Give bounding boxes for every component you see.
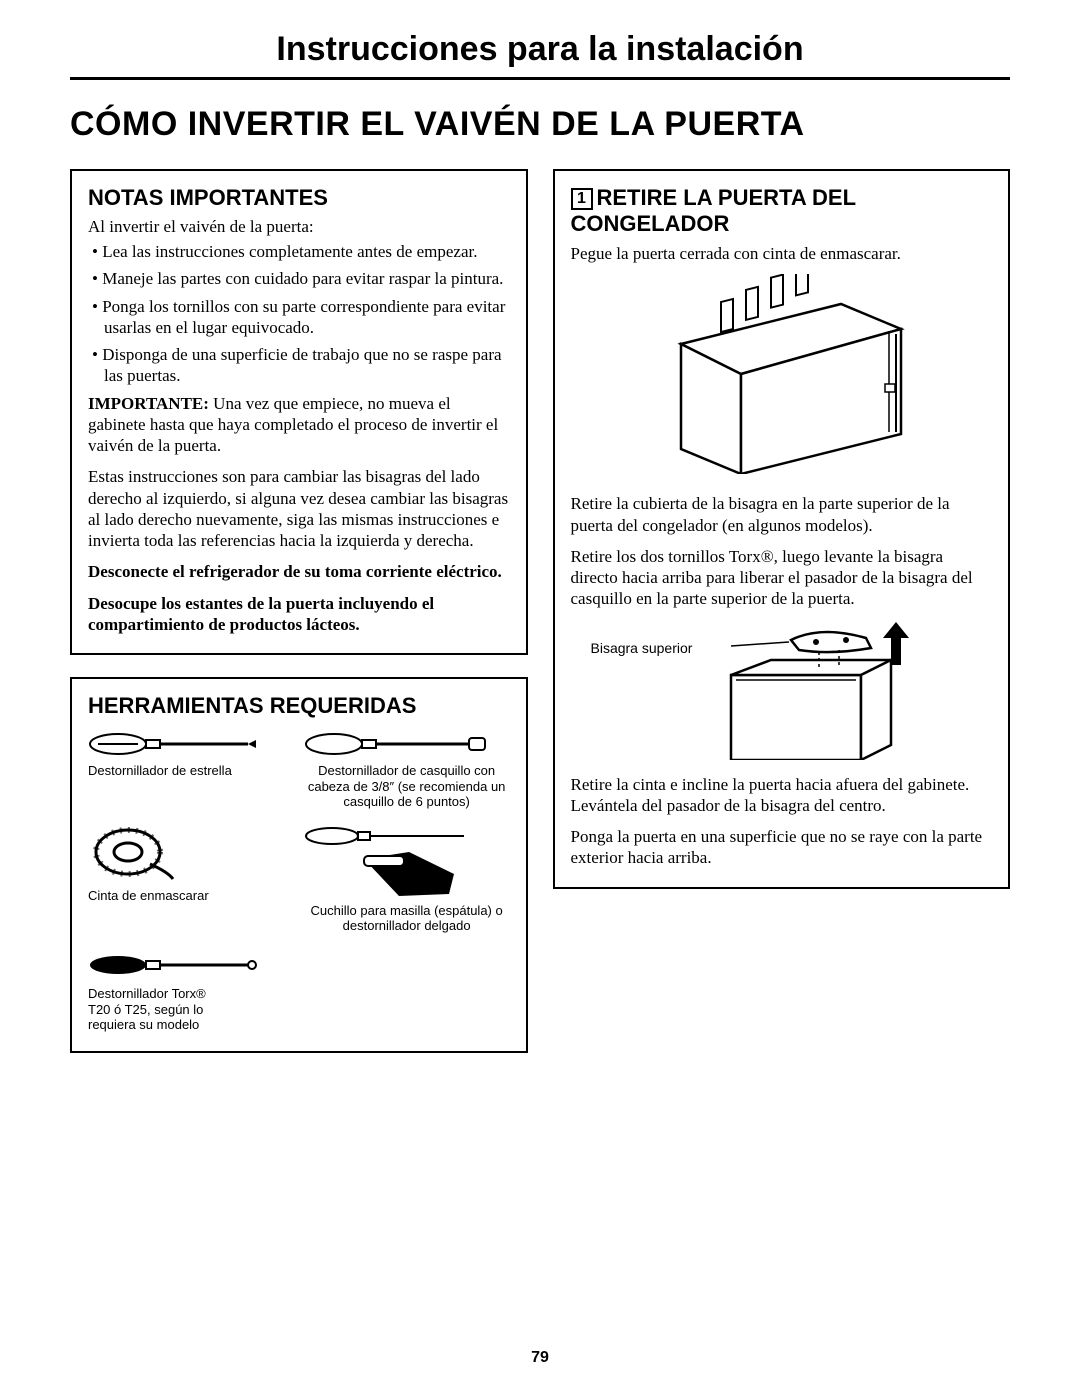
tools-title: HERRAMIENTAS REQUERIDAS — [88, 693, 510, 719]
step-number: 1 — [571, 188, 593, 210]
right-column: 1RETIRE LA PUERTA DEL CONGELADOR Pegue l… — [553, 169, 1011, 1075]
tool-socket: Destornillador de casquillo con cabeza d… — [304, 729, 510, 810]
bullet-item: Maneje las partes con cuidado para evita… — [88, 268, 510, 289]
tool-putty: Cuchillo para masilla (espátula) o desto… — [304, 824, 510, 934]
bullet-item: Ponga los tornillos con su parte corresp… — [88, 296, 510, 339]
main-title: CÓMO INVERTIR EL VAIVÉN DE LA PUERTA — [70, 105, 1010, 144]
bullet-item: Disponga de una superficie de trabajo qu… — [88, 344, 510, 387]
step1-title-text: RETIRE LA PUERTA DEL CONGELADOR — [571, 185, 856, 236]
left-column: NOTAS IMPORTANTES Al invertir el vaivén … — [70, 169, 528, 1075]
tool-label: Cuchillo para masilla (espátula) o desto… — [304, 903, 510, 934]
notes-box: NOTAS IMPORTANTES Al invertir el vaivén … — [70, 169, 528, 655]
bullet-item: Lea las instrucciones completamente ante… — [88, 241, 510, 262]
masking-tape-icon — [88, 824, 178, 884]
hinge-label: Bisagra superior — [591, 640, 693, 656]
step1-box: 1RETIRE LA PUERTA DEL CONGELADOR Pegue l… — [553, 169, 1011, 889]
phillips-screwdriver-icon — [88, 729, 258, 759]
important-label: IMPORTANTE: — [88, 394, 209, 413]
top-hinge-icon — [671, 620, 931, 760]
notes-bullets: Lea las instrucciones completamente ante… — [88, 241, 510, 387]
notes-title: NOTAS IMPORTANTES — [88, 185, 510, 211]
putty-knife-icon — [304, 824, 484, 899]
tool-label: Cinta de enmascarar — [88, 888, 294, 904]
important-para: IMPORTANTE: Una vez que empiece, no muev… — [88, 393, 510, 457]
tool-torx: Destornillador Torx® T20 ó T25, según lo… — [88, 948, 294, 1033]
cabinet-top-icon — [641, 274, 921, 474]
tool-phillips: Destornillador de estrella — [88, 729, 294, 810]
cabinet-figure — [571, 274, 993, 479]
tool-tape: Cinta de enmascarar — [88, 824, 294, 934]
tool-label: Destornillador de casquillo con cabeza d… — [304, 763, 510, 810]
step1-p3: Retire los dos tornillos Torx®, luego le… — [571, 546, 993, 610]
step1-p1: Pegue la puerta cerrada con cinta de enm… — [571, 243, 993, 264]
content-columns: NOTAS IMPORTANTES Al invertir el vaivén … — [70, 169, 1010, 1075]
tool-label: Destornillador de estrella — [88, 763, 294, 779]
notes-para2: Estas instrucciones son para cambiar las… — [88, 466, 510, 551]
page-header: Instrucciones para la instalación — [70, 30, 1010, 80]
tool-label: Destornillador Torx® T20 ó T25, según lo… — [88, 986, 228, 1033]
step1-p4: Retire la cinta e incline la puerta haci… — [571, 774, 993, 817]
hinge-figure: Bisagra superior — [571, 620, 993, 760]
step1-p2: Retire la cubierta de la bisagra en la p… — [571, 493, 993, 536]
step1-p5: Ponga la puerta en una superficie que no… — [571, 826, 993, 869]
tools-box: HERRAMIENTAS REQUERIDAS Destornillador d… — [70, 677, 528, 1053]
notes-intro: Al invertir el vaivén de la puerta: — [88, 217, 510, 237]
notes-bold2: Desocupe los estantes de la puerta inclu… — [88, 593, 510, 636]
notes-bold1: Desconecte el refrigerador de su toma co… — [88, 561, 510, 582]
step1-title: 1RETIRE LA PUERTA DEL CONGELADOR — [571, 185, 993, 237]
socket-screwdriver-icon — [304, 729, 494, 759]
page-number: 79 — [0, 1349, 1080, 1367]
torx-screwdriver-icon — [88, 948, 258, 982]
